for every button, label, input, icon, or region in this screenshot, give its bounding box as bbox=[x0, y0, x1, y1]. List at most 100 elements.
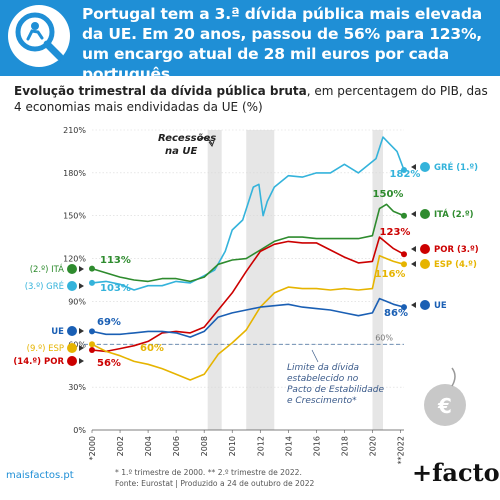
recession-arrowhead bbox=[208, 140, 215, 148]
x-tick-label: 2002 bbox=[116, 436, 125, 456]
y-tick-label: 150% bbox=[63, 212, 86, 221]
series-end-point-portugal bbox=[401, 251, 407, 258]
series-start-point-spain bbox=[89, 341, 95, 348]
y-tick-label: 180% bbox=[63, 169, 86, 178]
series-end-label-eu: UE bbox=[434, 301, 447, 311]
series-start-label-portugal: (14.º) POR bbox=[13, 357, 64, 367]
x-tick-label: 2014 bbox=[284, 436, 293, 456]
threshold-note-line: Pacto de Estabilidade bbox=[287, 385, 384, 395]
magnifier-logo-icon bbox=[8, 5, 70, 67]
header-banner: Portugal tem a 3.ª dívida pública mais e… bbox=[0, 0, 500, 83]
series-end-value-portugal: 123% bbox=[380, 227, 411, 238]
threshold-note-pointer bbox=[311, 349, 319, 363]
series-start-label-spain: (9.º) ESP bbox=[27, 344, 64, 354]
bomb-icon bbox=[424, 384, 466, 426]
series-end-point-eu bbox=[401, 304, 407, 311]
y-tick-label: 90% bbox=[68, 297, 86, 306]
series-end-value-italy: 150% bbox=[373, 189, 404, 200]
pointer-icon-end-greece bbox=[411, 164, 416, 170]
series-end-label-greece: GRÉ (1.º) bbox=[434, 161, 478, 173]
x-tick-label: 2016 bbox=[312, 436, 321, 456]
series-start-label-italy: (2.º) ITÁ bbox=[30, 263, 64, 275]
series-line-greece bbox=[91, 136, 405, 291]
brand-logo: +factos bbox=[412, 458, 500, 487]
x-tick-label: *2000 bbox=[88, 436, 97, 460]
series-end-point-spain bbox=[401, 261, 407, 268]
x-tick-label: 2020 bbox=[368, 436, 377, 456]
series-end-label-portugal: POR (3.º) bbox=[434, 245, 479, 255]
pointer-icon-end-italy bbox=[411, 211, 416, 217]
bomb-fuse-icon bbox=[451, 367, 456, 387]
recession-arrow bbox=[197, 137, 213, 145]
series-line-eu bbox=[91, 297, 405, 338]
pointer-icon-end-eu bbox=[411, 302, 416, 308]
series-start-point-italy bbox=[89, 265, 95, 272]
x-tick-label: 2006 bbox=[172, 436, 181, 456]
series-start-point-greece bbox=[89, 279, 95, 286]
footer-notes: * 1.º trimestre de 2000. ** 2.º trimestr… bbox=[115, 468, 365, 489]
x-tick-label: 2012 bbox=[256, 436, 265, 456]
x-tick-label: 2018 bbox=[340, 436, 349, 456]
threshold-note-line: e Crescimento* bbox=[287, 396, 357, 406]
series-start-point-eu bbox=[89, 328, 95, 335]
flag-icon-end-spain bbox=[420, 259, 430, 269]
threshold-note-line: estabelecido no bbox=[287, 374, 359, 384]
pointer-icon-start-eu bbox=[79, 328, 84, 334]
series-start-label-greece: (3.º) GRÉ bbox=[25, 280, 64, 292]
series-start-value-eu: 69% bbox=[97, 317, 121, 328]
flag-icon-end-greece bbox=[420, 162, 430, 172]
flag-icon-end-eu bbox=[420, 300, 430, 310]
series-line-portugal bbox=[91, 236, 405, 353]
flag-icon-start-spain bbox=[67, 343, 77, 353]
series-end-label-spain: ESP (4.º) bbox=[434, 260, 477, 270]
flag-icon-start-italy bbox=[67, 264, 77, 274]
series-start-label-eu: UE bbox=[51, 327, 64, 337]
pointer-icon-start-greece bbox=[79, 283, 84, 289]
x-tick-label: 2004 bbox=[144, 436, 153, 456]
pointer-icon-end-spain bbox=[411, 261, 416, 267]
page-title: Portugal tem a 3.ª dívida pública mais e… bbox=[82, 5, 482, 83]
flag-icon-start-greece bbox=[67, 281, 77, 291]
euro-icon: € bbox=[437, 394, 452, 418]
subtitle-bold: Evolução trimestral da dívida pública br… bbox=[14, 84, 307, 98]
series-start-point-portugal bbox=[89, 347, 95, 353]
y-tick-label: 0% bbox=[73, 426, 86, 435]
pointer-icon-start-portugal bbox=[79, 358, 84, 364]
x-tick-label: 2008 bbox=[200, 436, 209, 456]
pointer-icon-start-italy bbox=[79, 266, 84, 272]
series-end-label-italy: ITÁ (2.º) bbox=[434, 208, 474, 220]
series-start-value-portugal: 56% bbox=[97, 358, 121, 369]
series-end-value-spain: 116% bbox=[375, 269, 406, 280]
threshold-note-line: Limite da dívida bbox=[287, 363, 359, 373]
y-tick-label: 30% bbox=[68, 383, 86, 392]
flag-icon-start-portugal bbox=[67, 356, 77, 366]
footer-source: Fonte: Eurostat | Produzido a 24 de outu… bbox=[115, 478, 315, 488]
subtitle-rest: , em percentagem do PIB, das 4 economias… bbox=[14, 84, 488, 114]
flag-icon-start-eu bbox=[67, 326, 77, 336]
series-end-point-italy bbox=[401, 212, 407, 219]
y-tick-label: 210% bbox=[63, 126, 86, 135]
recession-band bbox=[246, 130, 275, 430]
pointer-icon-start-spain bbox=[79, 345, 84, 351]
series-end-point-greece bbox=[401, 167, 407, 173]
series-start-value-spain: 60% bbox=[140, 343, 164, 354]
recession-band bbox=[207, 130, 222, 430]
series-end-value-greece: 182% bbox=[390, 169, 421, 180]
flag-icon-end-portugal bbox=[420, 244, 430, 254]
series-end-value-eu: 86% bbox=[384, 308, 408, 319]
recession-label-line1: Recessões bbox=[158, 133, 216, 144]
y-tick-label: 120% bbox=[63, 255, 86, 264]
flag-icon-end-italy bbox=[420, 209, 430, 219]
site-link[interactable]: maisfactos.pt bbox=[6, 470, 74, 481]
chart-subtitle: Evolução trimestral da dívida pública br… bbox=[14, 83, 494, 115]
recession-band bbox=[372, 130, 383, 430]
y-tick-label: 60% bbox=[68, 340, 86, 349]
pointer-icon-end-portugal bbox=[411, 246, 416, 252]
recession-label-line2: na UE bbox=[165, 146, 197, 157]
series-line-italy bbox=[91, 203, 405, 283]
series-start-value-greece: 103% bbox=[100, 283, 131, 294]
threshold-value: 60% bbox=[375, 333, 393, 342]
series-start-value-italy: 113% bbox=[100, 255, 131, 266]
x-tick-label: **2022 bbox=[396, 436, 405, 464]
